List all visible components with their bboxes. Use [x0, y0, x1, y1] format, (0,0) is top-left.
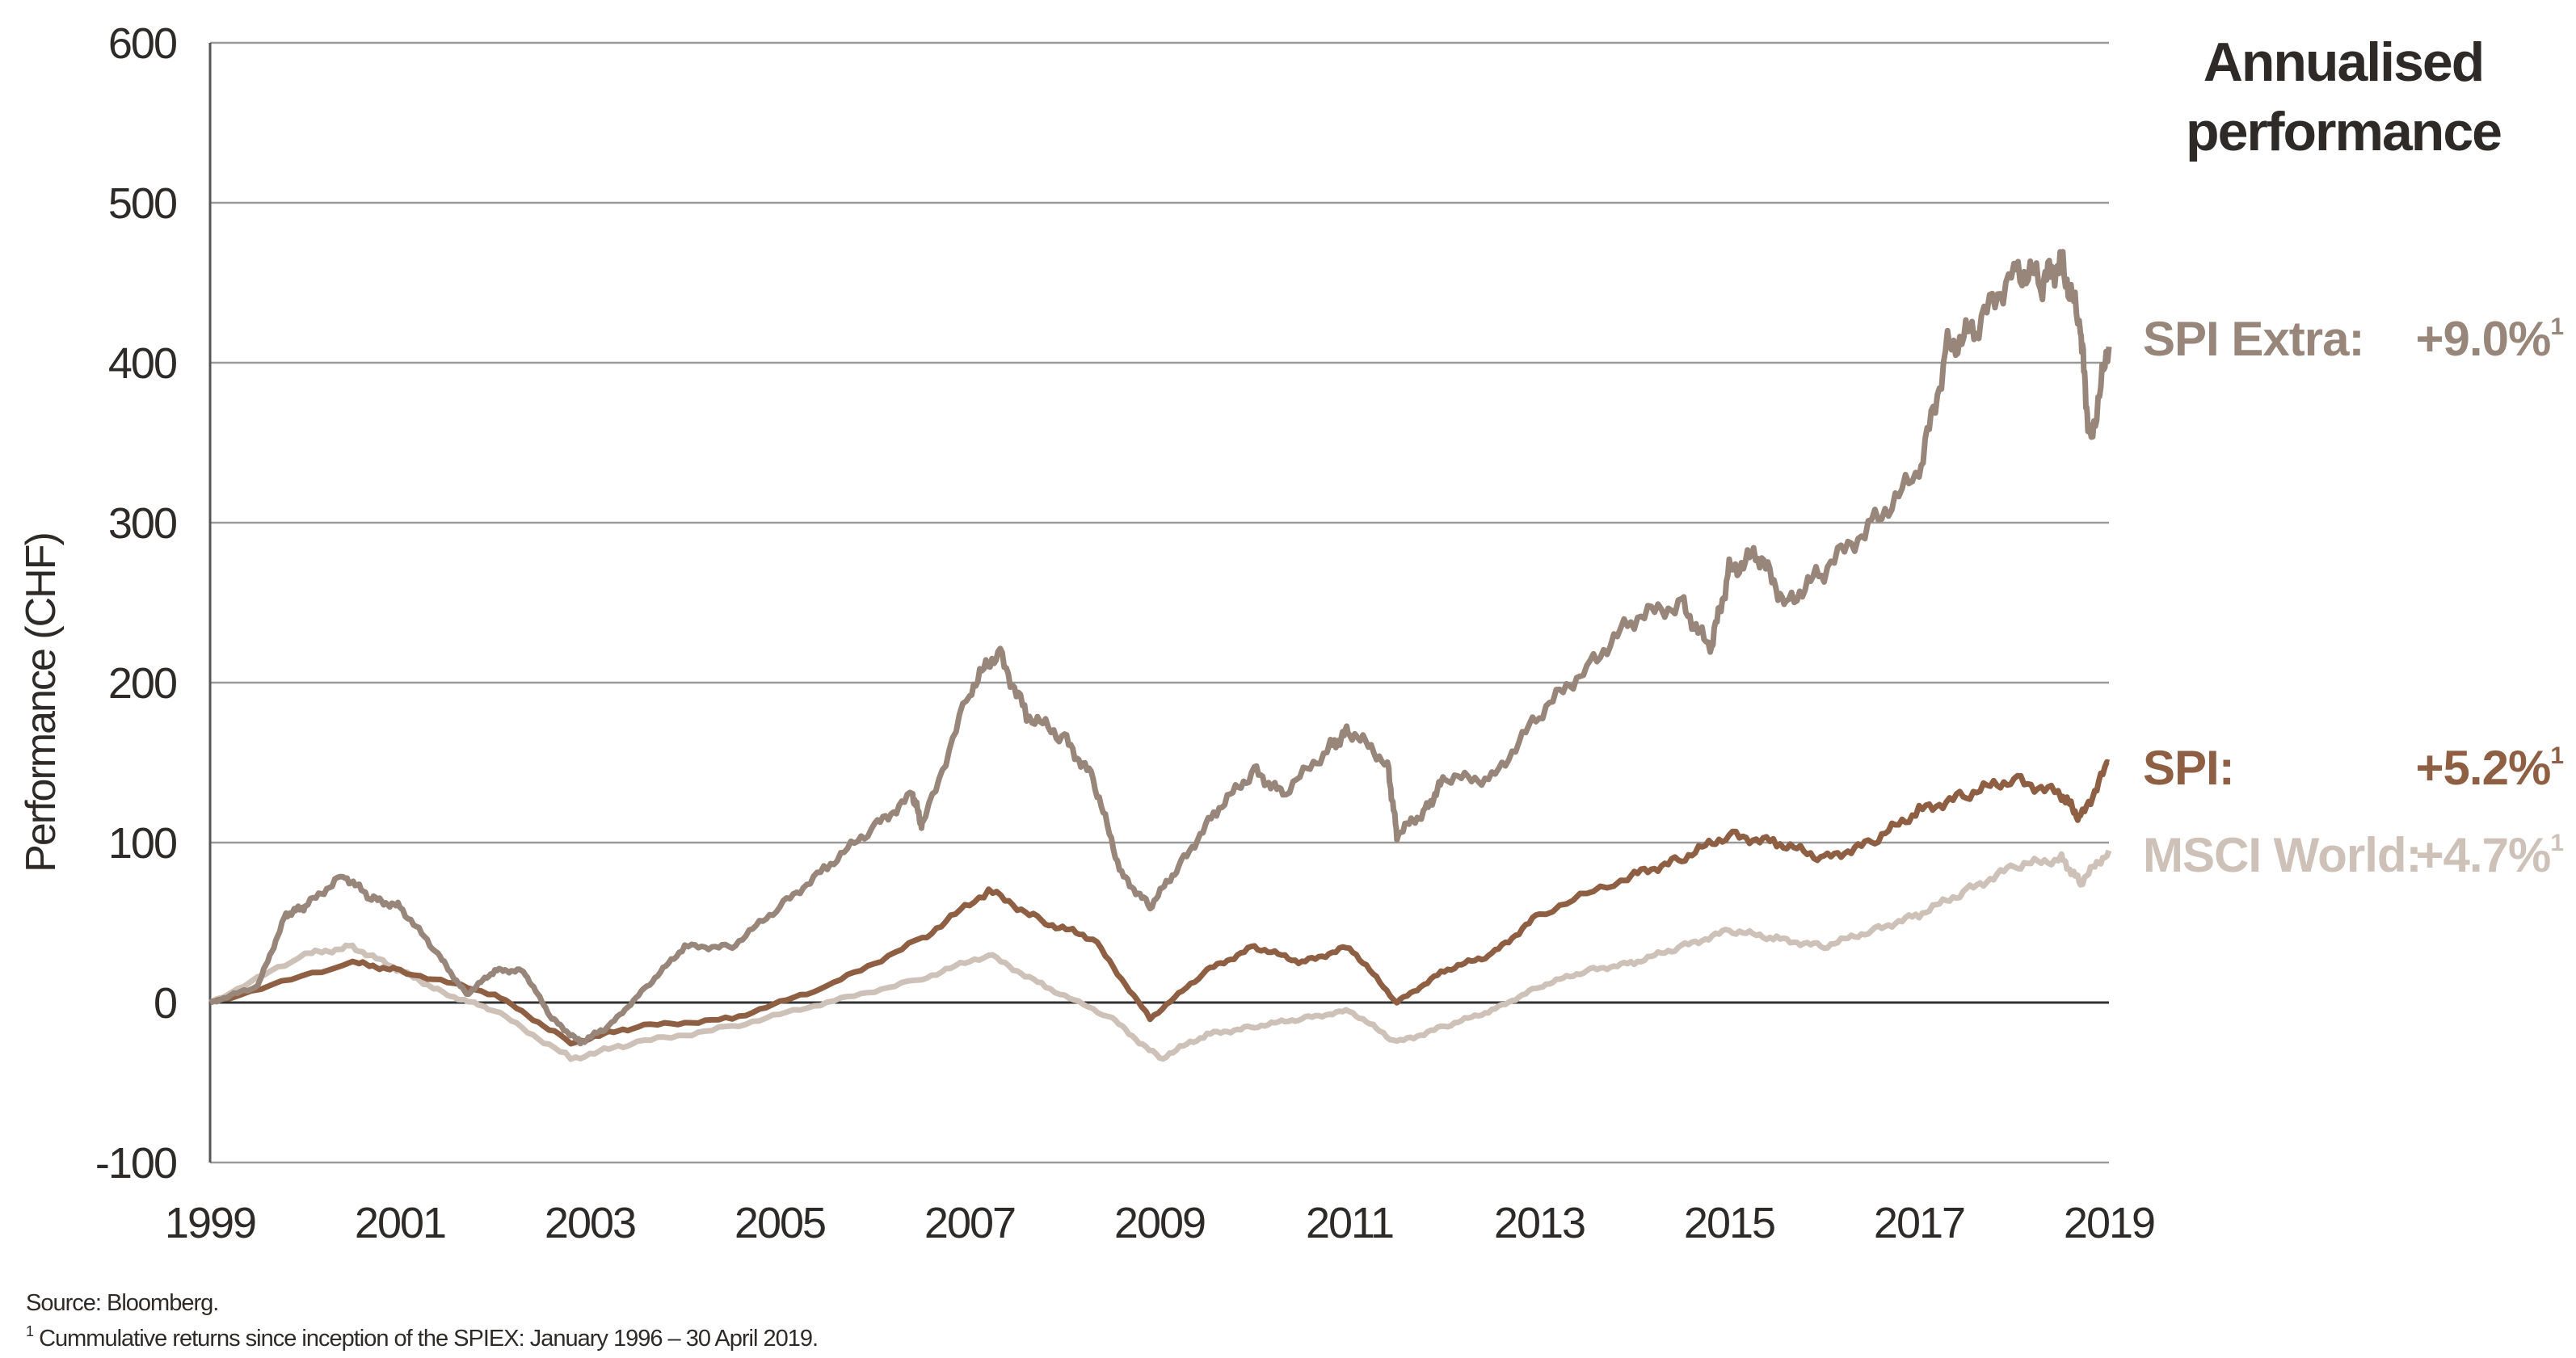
y-tick-label: 600: [108, 19, 176, 68]
gridlines: [210, 41, 2109, 1164]
y-tick-label: 0: [154, 979, 176, 1028]
legend-title-line-1: Annualised: [2203, 32, 2484, 93]
y-tick-label: -100: [95, 1139, 176, 1188]
series-line-msciworld: [208, 849, 2112, 1062]
legend-value-text: +9.0%: [2416, 312, 2551, 366]
footnote-sup: 1: [26, 1323, 34, 1339]
x-tick-label: 2011: [1306, 1199, 1393, 1247]
y-tick-label: 100: [108, 819, 176, 868]
legend-label: MSCI World:: [2143, 828, 2422, 882]
x-tick-label: 1999: [165, 1199, 255, 1247]
series-line-spi: [208, 759, 2111, 1047]
legend-value: +5.2%1: [2416, 741, 2564, 795]
x-tick-label: 2017: [1874, 1199, 1964, 1247]
legend-value: +9.0%1: [2416, 312, 2564, 366]
y-tick-label: 400: [108, 339, 176, 388]
legend-value-sup: 1: [2550, 313, 2563, 340]
x-tick-label: 2007: [924, 1199, 1015, 1247]
series-line-spiextra: [208, 249, 2112, 1047]
legend-value-sup: 1: [2550, 830, 2563, 856]
series-lines: [208, 249, 2112, 1062]
y-axis-ticks: 600 500 400 300 200 100 0 -100: [95, 19, 178, 1188]
x-tick-label: 2019: [2064, 1199, 2154, 1247]
legend-value-sup: 1: [2550, 742, 2563, 769]
y-tick-label: 300: [108, 499, 176, 548]
y-axis-label: Performance (CHF): [18, 533, 65, 872]
footnote-text: Cummulative returns since inception of t…: [33, 1326, 818, 1352]
legend-label: SPI:: [2143, 741, 2234, 795]
legend-title-line-2: performance: [2186, 101, 2501, 162]
x-tick-label: 2009: [1114, 1199, 1205, 1247]
legend-value: +4.7%1: [2416, 828, 2564, 882]
legend-value-text: +5.2%: [2416, 741, 2551, 795]
x-tick-label: 2005: [734, 1199, 825, 1247]
x-axis-ticks: 1999 2001 2003 2005 2007 2009 2011 2013 2015 2017…: [165, 1199, 2156, 1247]
y-tick-label: 500: [108, 179, 176, 228]
x-tick-label: 2013: [1494, 1199, 1585, 1247]
legend-label: SPI Extra:: [2143, 312, 2363, 366]
x-tick-label: 2001: [355, 1199, 445, 1247]
x-tick-label: 2003: [545, 1199, 635, 1247]
footer-footnote: 1 Cummulative returns since inception of…: [26, 1323, 818, 1352]
x-tick-label: 2015: [1684, 1199, 1774, 1247]
legend-value-text: +4.7%: [2416, 828, 2551, 882]
y-tick-label: 200: [108, 659, 176, 708]
footer-source: Source: Bloomberg.: [26, 1290, 218, 1316]
